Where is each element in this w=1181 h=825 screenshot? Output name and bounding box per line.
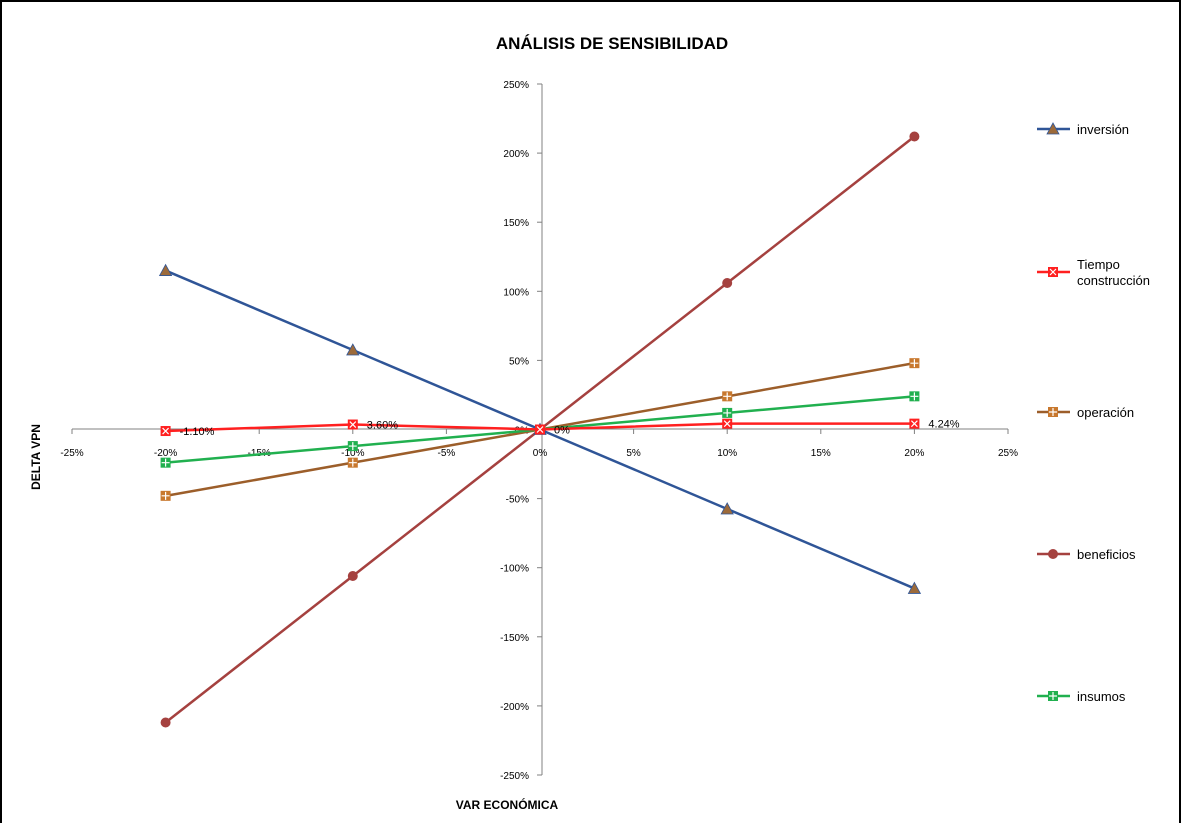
x-tick-label: -20% xyxy=(154,448,177,459)
chart-title: ANÁLISIS DE SENSIBILIDAD xyxy=(496,34,728,53)
x-tick-label: 5% xyxy=(626,448,641,459)
legend-label: beneficios xyxy=(1077,547,1136,562)
legend-marker xyxy=(1048,691,1058,701)
y-tick-label: -100% xyxy=(500,564,529,575)
data-point xyxy=(722,391,733,402)
data-point xyxy=(160,426,171,437)
data-point xyxy=(909,131,920,142)
y-tick-label: 250% xyxy=(503,80,529,91)
x-axis-title: VAR ECONÓMICA xyxy=(456,797,559,812)
data-point xyxy=(158,263,173,276)
y-tick-label: -50% xyxy=(506,495,529,506)
legend-label: insumos xyxy=(1077,689,1126,704)
x-tick-label: 10% xyxy=(717,448,737,459)
legend-label: operación xyxy=(1077,405,1134,420)
y-tick-label: -200% xyxy=(500,702,529,713)
data-label: 4.24% xyxy=(928,419,959,431)
data-point xyxy=(722,407,733,418)
legend-label: inversión xyxy=(1077,122,1129,137)
legend-label: Tiempo xyxy=(1077,257,1120,272)
data-point xyxy=(909,391,920,402)
x-tick-label: 0% xyxy=(533,448,548,459)
legend-entry: operación xyxy=(1037,405,1134,420)
data-point xyxy=(722,278,733,289)
data-point xyxy=(160,490,171,501)
y-tick-label: 150% xyxy=(503,218,529,229)
x-tick-label: -5% xyxy=(438,448,456,459)
data-point xyxy=(347,441,358,452)
y-tick-label: 100% xyxy=(503,287,529,298)
y-tick-label: 200% xyxy=(503,149,529,160)
data-point xyxy=(535,424,545,435)
legend-marker xyxy=(1048,549,1058,559)
legend-entry: inversión xyxy=(1037,122,1129,137)
data-point xyxy=(907,581,922,594)
legend-marker xyxy=(1048,407,1058,417)
y-tick-label: 50% xyxy=(509,356,529,367)
legend-marker xyxy=(1048,267,1058,277)
legend-entry: insumos xyxy=(1037,689,1126,704)
data-point xyxy=(346,343,360,356)
y-axis-title: DELTA VPN xyxy=(29,424,43,490)
data-point xyxy=(909,418,920,429)
legend-marker xyxy=(1046,122,1060,135)
legend-label: construcción xyxy=(1077,273,1150,288)
data-label: -1.10% xyxy=(180,426,215,438)
data-point xyxy=(160,717,171,728)
data-point xyxy=(347,457,358,468)
y-tick-label: -150% xyxy=(500,633,529,644)
data-point xyxy=(160,457,171,468)
data-point xyxy=(722,418,733,429)
data-point xyxy=(720,502,734,515)
x-tick-label: 15% xyxy=(811,448,831,459)
data-label: 3.60% xyxy=(367,420,398,432)
legend-entry: beneficios xyxy=(1037,547,1136,562)
y-tick-label: -250% xyxy=(500,771,529,782)
x-tick-label: -25% xyxy=(60,448,83,459)
data-point xyxy=(909,358,920,369)
series-2 xyxy=(160,418,920,437)
data-point xyxy=(347,570,358,581)
x-tick-label: 25% xyxy=(998,448,1018,459)
x-tick-label: -10% xyxy=(341,448,364,459)
data-label: 0% xyxy=(554,425,570,437)
data-point xyxy=(347,419,358,430)
x-tick-label: 20% xyxy=(904,448,924,459)
